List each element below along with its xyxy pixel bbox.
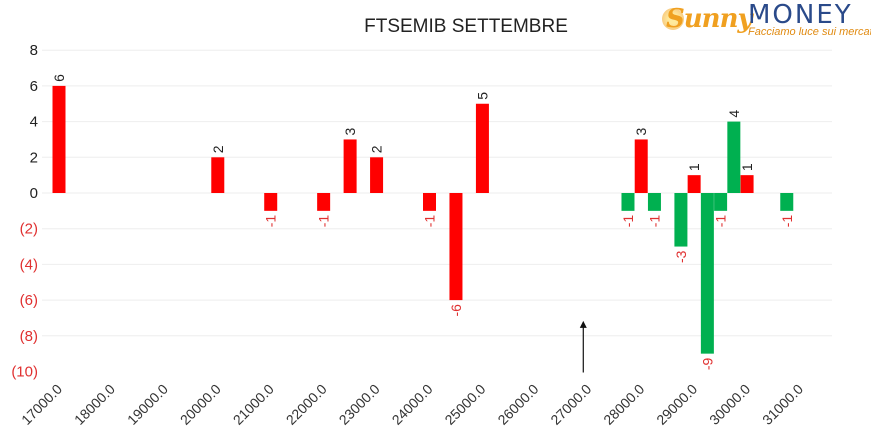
data-label: 6 — [51, 74, 67, 82]
x-tick-label: 20000.0 — [177, 381, 224, 428]
x-tick-label: 19000.0 — [124, 381, 171, 428]
brand-logo: Sunny MONEY Facciamo luce sui mercati — [660, 0, 871, 42]
data-labels: 6 2 -1 -1 3 2 -1 -6 5 3 1 1 -1 -1 -3 -9 -1 4 -1 — [51, 74, 795, 370]
x-tick-label: 29000.0 — [653, 381, 700, 428]
x-tick-label: 21000.0 — [230, 381, 277, 428]
bar — [211, 157, 225, 193]
y-tick-label: (4) — [20, 256, 38, 273]
data-label: 3 — [342, 127, 358, 135]
logo-money-text: MONEY — [748, 0, 853, 30]
bar — [700, 193, 714, 354]
bar — [343, 139, 357, 193]
bar — [727, 121, 741, 193]
data-label: -1 — [263, 215, 279, 228]
x-tick-label: 18000.0 — [71, 381, 118, 428]
x-tick-label: 25000.0 — [441, 381, 488, 428]
bar — [621, 193, 635, 211]
y-tick-label: (8) — [20, 328, 38, 345]
bar — [714, 193, 728, 211]
y-tick-label: 0 — [30, 185, 38, 202]
bar — [780, 193, 794, 211]
x-tick-label: 24000.0 — [389, 381, 436, 428]
annotations — [579, 320, 587, 373]
data-label: -3 — [673, 250, 689, 263]
bar — [687, 175, 701, 193]
y-tick-label: 4 — [30, 114, 38, 131]
data-label: -1 — [646, 215, 662, 228]
bar — [647, 193, 661, 211]
x-tick-label: 28000.0 — [600, 381, 647, 428]
bar — [740, 175, 754, 193]
sun-icon — [662, 8, 684, 30]
bar — [317, 193, 331, 211]
data-label: -1 — [620, 215, 636, 228]
data-label: 5 — [474, 92, 490, 100]
data-label: 2 — [369, 145, 385, 153]
data-label: 2 — [210, 145, 226, 153]
logo-sunny-text: Sunny — [666, 4, 753, 34]
data-label: 1 — [739, 163, 755, 171]
data-label: -9 — [699, 357, 715, 370]
y-tick-label: 2 — [30, 149, 38, 166]
bar — [674, 193, 688, 247]
x-axis: 17000.0 18000.0 19000.0 20000.0 21000.0 22000… — [18, 381, 806, 428]
x-tick-label: 27000.0 — [547, 381, 594, 428]
chart-title: FTSEMIB SETTEMBRE — [364, 16, 568, 37]
y-tick-label: (10) — [11, 364, 38, 381]
x-tick-label: 17000.0 — [18, 381, 65, 428]
data-label: -1 — [779, 215, 795, 228]
bar — [449, 193, 463, 301]
data-label: -1 — [316, 215, 332, 228]
x-tick-label: 26000.0 — [494, 381, 541, 428]
bar — [423, 193, 436, 211]
y-tick-label: (2) — [20, 221, 38, 238]
bar — [370, 157, 384, 193]
data-label: -1 — [422, 215, 438, 228]
data-label: -6 — [448, 304, 464, 317]
data-label: 1 — [686, 163, 702, 171]
y-tick-label: (6) — [20, 292, 38, 309]
bars — [52, 85, 794, 354]
data-label: 3 — [633, 127, 649, 135]
logo-tagline: Facciamo luce sui mercati — [748, 26, 871, 38]
data-label: 4 — [726, 110, 742, 118]
bar — [475, 103, 489, 193]
data-label: -1 — [713, 215, 729, 228]
y-tick-label: 8 — [30, 42, 38, 59]
grid — [42, 49, 832, 337]
x-tick-label: 22000.0 — [283, 381, 330, 428]
annotation-arrow-head-icon — [579, 320, 587, 328]
bar — [634, 139, 648, 193]
bar — [264, 193, 278, 211]
x-tick-label: 30000.0 — [706, 381, 753, 428]
y-axis: 8 6 4 2 0 (2) (4) (6) (8) (10) — [11, 42, 38, 380]
x-tick-label: 31000.0 — [759, 381, 806, 428]
y-tick-label: 6 — [30, 78, 38, 95]
bar — [52, 85, 66, 193]
x-tick-label: 23000.0 — [336, 381, 383, 428]
